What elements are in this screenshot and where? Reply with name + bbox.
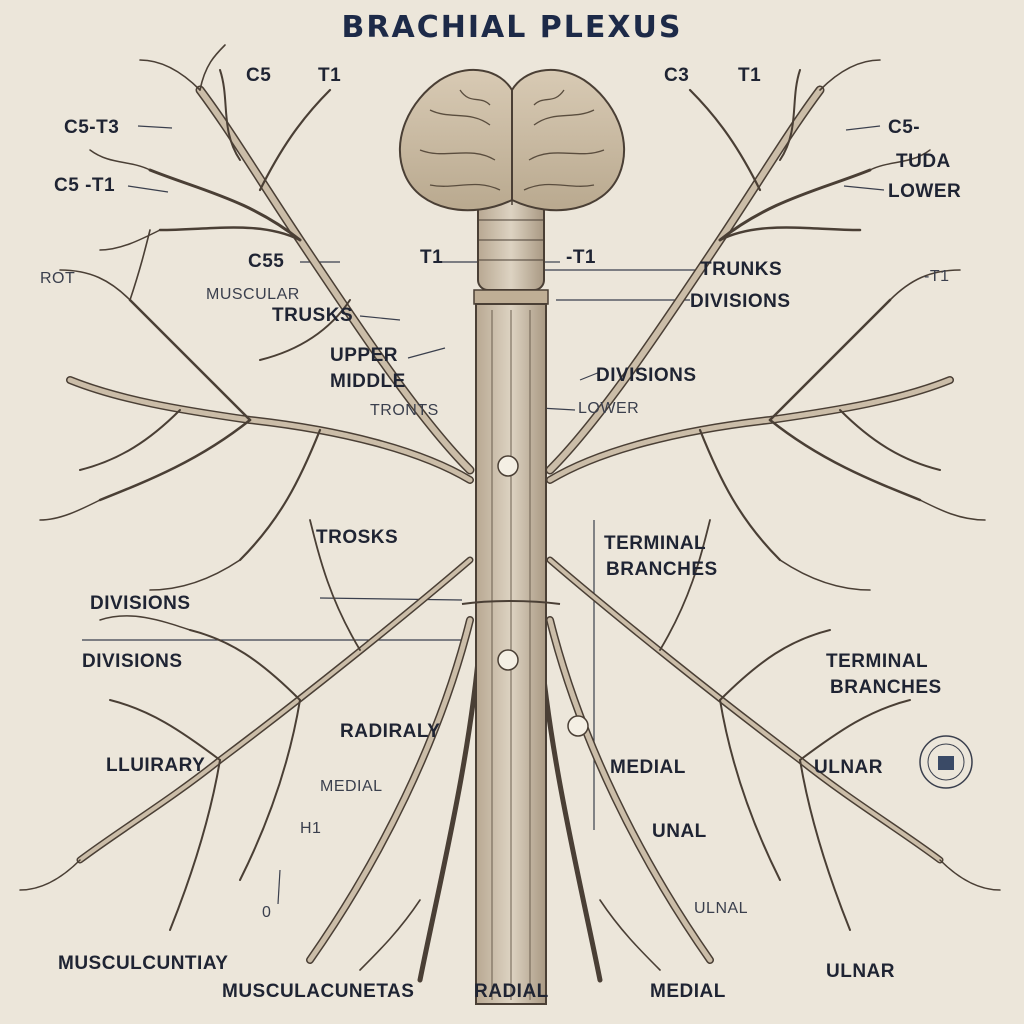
- label-medial-center: MEDIAL: [610, 757, 686, 778]
- label-divisions-left-1: DIVISIONS: [90, 593, 191, 614]
- label-top-t1-right: T1: [738, 65, 762, 86]
- label-branches-center: BRANCHES: [606, 559, 718, 580]
- label-trunks-right: TRUNKS: [700, 259, 783, 280]
- label-c5-t3: C5-T3: [64, 117, 120, 138]
- label-upper: UPPER: [330, 345, 398, 366]
- label-right-lower: LOWER: [888, 181, 962, 202]
- label-muscular: MUSCULAR: [206, 286, 300, 303]
- label-trosks: TROSKS: [316, 527, 399, 548]
- brain-icon: [399, 68, 625, 212]
- label-middle: MIDDLE: [330, 371, 406, 392]
- label-divisions-right-2: DIVISIONS: [596, 365, 697, 386]
- diagram-title: BRACHIAL PLEXUS: [341, 10, 683, 45]
- label-right-tuda: TUDA: [896, 151, 951, 172]
- label-lluirary: LLUIRARY: [106, 755, 206, 776]
- label-far-right-t1: -T1: [924, 268, 950, 285]
- label-t1-mid: T1: [420, 247, 444, 268]
- label-c5-t1: C5 -T1: [54, 175, 116, 196]
- label-h1: H1: [300, 820, 322, 837]
- label-terminal-right: TERMINAL: [826, 651, 929, 672]
- label-zero: 0: [262, 904, 272, 921]
- label-musculcuntary: MUSCULCUNTIAY: [58, 953, 229, 974]
- spinal-cord-icon: [461, 199, 589, 1005]
- label-medial-bottom: MEDIAL: [650, 981, 726, 1002]
- label-medial-left: MEDIAL: [320, 778, 383, 795]
- seal-icon: [919, 735, 973, 789]
- label-ulnar-right-1: ULNAR: [814, 757, 883, 778]
- label-ulnal: ULNAL: [694, 900, 749, 917]
- label-top-c5: C5: [246, 65, 272, 86]
- label-trusks: TRUSKS: [272, 305, 354, 326]
- label-ulnar-right-2: ULNAR: [826, 961, 895, 982]
- left-nerve-branches: [19, 44, 475, 931]
- label-top-c3: C3: [664, 65, 690, 86]
- label-radiraly: RADIRALY: [340, 721, 441, 742]
- label-unal: UNAL: [652, 821, 707, 842]
- label-lower-right: LOWER: [578, 400, 640, 417]
- label-branches-right: BRANCHES: [830, 677, 942, 698]
- label-c55: C55: [248, 251, 285, 272]
- label-divisions-right-1: DIVISIONS: [690, 291, 791, 312]
- label-t1-dash: -T1: [566, 247, 596, 268]
- label-musculacun: MUSCULACUNETAS: [222, 981, 415, 1002]
- label-terminal-center: TERMINAL: [604, 533, 707, 554]
- label-far-left-rot: ROT: [40, 270, 76, 287]
- right-nerve-branches: [545, 59, 1001, 931]
- label-top-t1-left: T1: [318, 65, 342, 86]
- label-right-c5: C5-: [888, 117, 921, 138]
- label-fronts: TRONTS: [370, 402, 439, 419]
- label-divisions-left-2: DIVISIONS: [82, 651, 183, 672]
- label-radial: RADIAL: [474, 981, 549, 1002]
